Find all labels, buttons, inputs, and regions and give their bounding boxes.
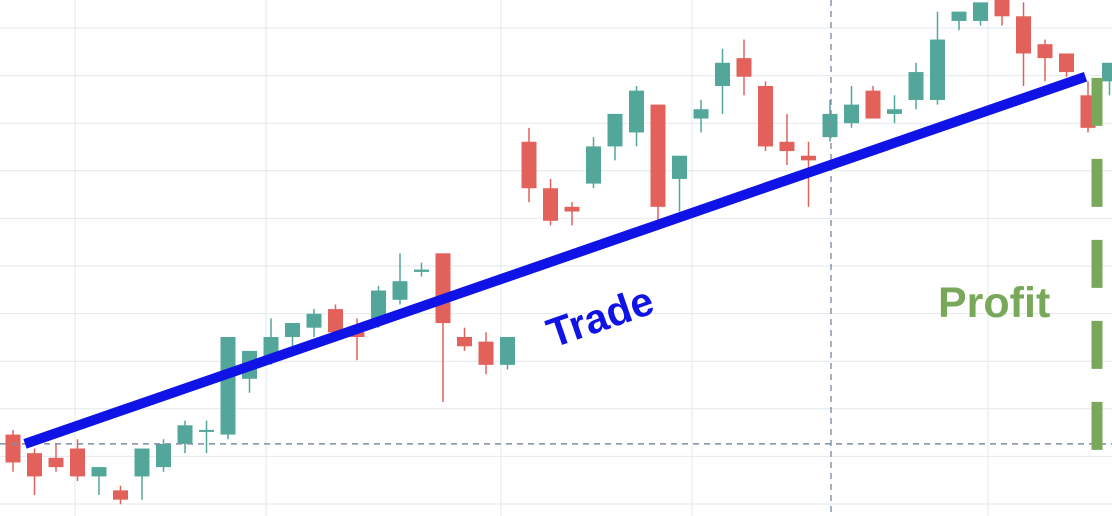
candle-body: [414, 269, 429, 272]
candle-body: [113, 490, 128, 500]
candle-body: [672, 155, 687, 179]
trade-trend-line: [23, 71, 1088, 449]
candle-body: [736, 58, 752, 77]
candle: [1016, 2, 1031, 87]
candle-body: [543, 188, 558, 221]
candle: [629, 86, 644, 147]
candle: [994, 0, 1010, 26]
candle: [5, 429, 21, 472]
candle-body: [1059, 53, 1074, 73]
candle: [672, 155, 687, 212]
candle: [908, 62, 924, 110]
candle-body: [48, 457, 64, 468]
candle-body: [1102, 62, 1112, 82]
candle: [457, 327, 472, 351]
candle-body: [693, 109, 709, 119]
candle-body: [951, 11, 967, 21]
candle: [715, 48, 730, 114]
candle: [564, 202, 580, 226]
candle: [865, 86, 881, 119]
candle-body: [328, 309, 343, 333]
candle: [650, 104, 666, 231]
candle-body: [758, 86, 773, 147]
candle: [306, 309, 322, 337]
candle-body: [457, 336, 472, 347]
candle-body: [1037, 44, 1053, 59]
candle: [156, 439, 171, 472]
candle: [607, 113, 623, 161]
candle: [736, 39, 752, 96]
candle-body: [156, 443, 171, 468]
candle: [70, 439, 85, 482]
candle-body: [27, 453, 42, 477]
candle-body: [822, 113, 838, 138]
candle-body: [887, 109, 902, 114]
candle: [478, 332, 494, 375]
profit-label: Profit: [938, 279, 1050, 327]
candle: [822, 99, 838, 142]
candle-body: [285, 323, 300, 337]
candle: [930, 11, 945, 105]
candle: [951, 11, 967, 31]
candle-body: [70, 448, 85, 477]
candle-body: [607, 113, 623, 147]
candle: [91, 467, 107, 495]
candle-body: [500, 336, 515, 365]
candle: [199, 420, 214, 454]
candle: [1037, 39, 1053, 82]
candle: [779, 113, 795, 166]
candle: [435, 253, 451, 403]
candle-body: [994, 0, 1010, 17]
candle: [113, 485, 128, 505]
candle: [1059, 53, 1074, 77]
candle: [392, 253, 408, 305]
candle: [134, 448, 150, 500]
candle: [543, 178, 558, 226]
candle-body: [844, 104, 859, 124]
candle-body: [564, 206, 580, 212]
candle-body: [435, 253, 451, 324]
candle-body: [177, 425, 193, 444]
candles-layer: [5, 0, 1112, 505]
candle: [887, 95, 902, 124]
candle-body: [801, 155, 816, 161]
candle-body: [1016, 16, 1031, 54]
candle-body: [306, 313, 322, 328]
candle-body: [478, 341, 494, 365]
candle: [500, 336, 515, 370]
trade-label: Trade: [541, 277, 659, 356]
candle-body: [586, 146, 601, 184]
candle-body: [908, 72, 924, 100]
candle-body: [930, 39, 945, 100]
candle-body: [91, 467, 107, 477]
candle: [177, 420, 193, 454]
candle: [693, 99, 709, 133]
candle: [220, 336, 236, 440]
candle: [758, 81, 773, 152]
candle: [844, 86, 859, 128]
candle-body: [220, 336, 236, 435]
candle: [586, 137, 601, 189]
candle-body: [134, 448, 150, 477]
candle: [27, 448, 42, 495]
candle-body: [199, 429, 214, 432]
candle-body: [349, 332, 365, 337]
candle: [48, 443, 64, 472]
candle-body: [865, 90, 881, 119]
candle: [414, 262, 429, 277]
candle: [973, 2, 988, 26]
candle-body: [650, 104, 666, 207]
candle: [1102, 62, 1112, 96]
candle-body: [779, 141, 795, 152]
candle-body: [521, 141, 537, 189]
candle-body: [5, 434, 21, 463]
candle-body: [629, 90, 644, 133]
candle: [521, 127, 537, 203]
candle-body: [392, 281, 408, 300]
candle-body: [973, 2, 988, 21]
candle-body: [715, 62, 730, 87]
